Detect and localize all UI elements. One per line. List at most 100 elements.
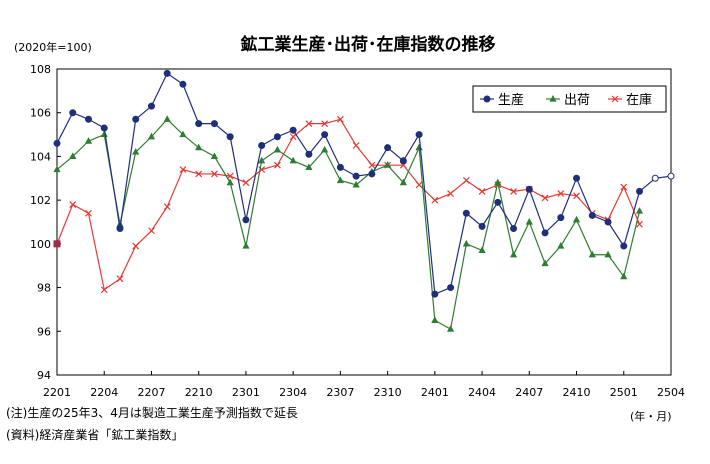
data-point bbox=[636, 187, 644, 195]
data-point bbox=[462, 177, 470, 184]
legend-box bbox=[472, 85, 667, 113]
legend-marker bbox=[611, 95, 619, 103]
y-tick-label: 104 bbox=[30, 150, 51, 163]
note-source: (資料)経済産業省「鉱工業指数」 bbox=[6, 428, 184, 442]
data-point bbox=[69, 152, 77, 160]
data-point bbox=[84, 137, 93, 144]
data-point bbox=[478, 187, 486, 195]
data-point bbox=[462, 209, 470, 217]
data-point bbox=[415, 131, 423, 139]
data-point bbox=[336, 115, 344, 123]
data-point bbox=[226, 172, 234, 180]
data-point bbox=[258, 156, 266, 164]
data-point bbox=[446, 325, 455, 332]
y-tick-label: 102 bbox=[30, 194, 51, 207]
data-point bbox=[100, 286, 108, 294]
legend: 生産 出荷 在庫 bbox=[472, 85, 667, 113]
x-tick-label: 2401 bbox=[421, 386, 449, 399]
x-tick-label: 2407 bbox=[515, 386, 543, 399]
y-axis: 94 96 98 100 102 104 106 108 bbox=[30, 63, 61, 382]
data-point bbox=[352, 180, 360, 188]
y-tick-label: 108 bbox=[30, 63, 51, 76]
data-point bbox=[510, 225, 518, 233]
y-unit-label: (2020年=100) bbox=[14, 40, 92, 54]
legend-item-在庫: 在庫 bbox=[608, 93, 652, 108]
data-point bbox=[242, 242, 250, 249]
data-point bbox=[368, 161, 376, 169]
data-point bbox=[84, 115, 92, 123]
data-point bbox=[195, 120, 203, 128]
data-point bbox=[447, 190, 455, 198]
legend-marker bbox=[483, 95, 491, 103]
data-point bbox=[384, 144, 392, 152]
data-point bbox=[163, 203, 171, 211]
base-point-marker bbox=[53, 240, 61, 248]
data-point bbox=[148, 227, 155, 235]
x-tick-label: 2410 bbox=[563, 386, 591, 399]
legend-label: 在庫 bbox=[626, 93, 652, 108]
data-point bbox=[447, 284, 455, 292]
data-point bbox=[163, 69, 171, 77]
data-point bbox=[132, 242, 140, 250]
series-line bbox=[56, 118, 641, 331]
data-point bbox=[116, 225, 124, 233]
data-point bbox=[336, 176, 344, 184]
forecast-point bbox=[667, 172, 675, 180]
data-point bbox=[557, 242, 565, 249]
x-tick-label: 2504 bbox=[657, 386, 685, 399]
data-point bbox=[573, 174, 581, 182]
data-point bbox=[289, 156, 297, 164]
data-point bbox=[258, 142, 266, 149]
data-point bbox=[541, 229, 549, 237]
data-point bbox=[352, 142, 360, 149]
data-point bbox=[242, 179, 250, 187]
data-point bbox=[336, 163, 344, 171]
data-point bbox=[415, 181, 423, 189]
x-tick-label: 2201 bbox=[43, 386, 71, 399]
data-point bbox=[305, 163, 313, 170]
data-point bbox=[273, 133, 281, 141]
legend-marker bbox=[549, 95, 557, 102]
data-point bbox=[226, 178, 234, 186]
data-point bbox=[100, 124, 108, 132]
data-point bbox=[210, 120, 218, 128]
x-tick-label: 2204 bbox=[90, 386, 118, 399]
data-point bbox=[604, 250, 612, 258]
data-point bbox=[289, 126, 297, 134]
note-forecast: (注)生産の25年3、4月は製造工業生産予測指数で延長 bbox=[6, 406, 298, 420]
data-point bbox=[352, 172, 360, 180]
data-point bbox=[179, 80, 187, 88]
x-axis: 2201 2204 2207 2210 2301 2304 2307 2310 2401 2404… bbox=[43, 371, 685, 399]
data-point bbox=[273, 161, 281, 169]
y-tick-label: 106 bbox=[30, 107, 51, 120]
data-point bbox=[462, 239, 470, 247]
y-tick-label: 100 bbox=[30, 238, 51, 251]
data-point bbox=[572, 215, 581, 223]
data-point bbox=[273, 145, 282, 153]
x-tick-label: 2404 bbox=[468, 386, 496, 399]
data-point bbox=[620, 272, 628, 280]
data-point bbox=[431, 196, 439, 204]
data-point bbox=[620, 242, 628, 250]
x-unit-label: (年・月) bbox=[630, 409, 672, 423]
data-point bbox=[100, 130, 108, 138]
data-point bbox=[541, 194, 549, 202]
data-point bbox=[635, 207, 644, 214]
data-point bbox=[494, 178, 502, 186]
x-tick-label: 2301 bbox=[232, 386, 260, 399]
data-point bbox=[399, 178, 407, 186]
data-point bbox=[132, 148, 140, 155]
data-point bbox=[53, 139, 61, 147]
data-point bbox=[588, 250, 596, 258]
data-point bbox=[431, 290, 439, 298]
data-point bbox=[525, 218, 533, 225]
data-point bbox=[195, 170, 203, 178]
series-在庫 bbox=[53, 115, 643, 294]
data-point bbox=[588, 211, 596, 219]
data-point bbox=[541, 259, 549, 267]
data-point bbox=[132, 115, 140, 123]
data-point bbox=[620, 183, 628, 191]
data-point bbox=[573, 192, 580, 200]
data-point bbox=[163, 115, 171, 122]
data-point bbox=[368, 170, 376, 178]
